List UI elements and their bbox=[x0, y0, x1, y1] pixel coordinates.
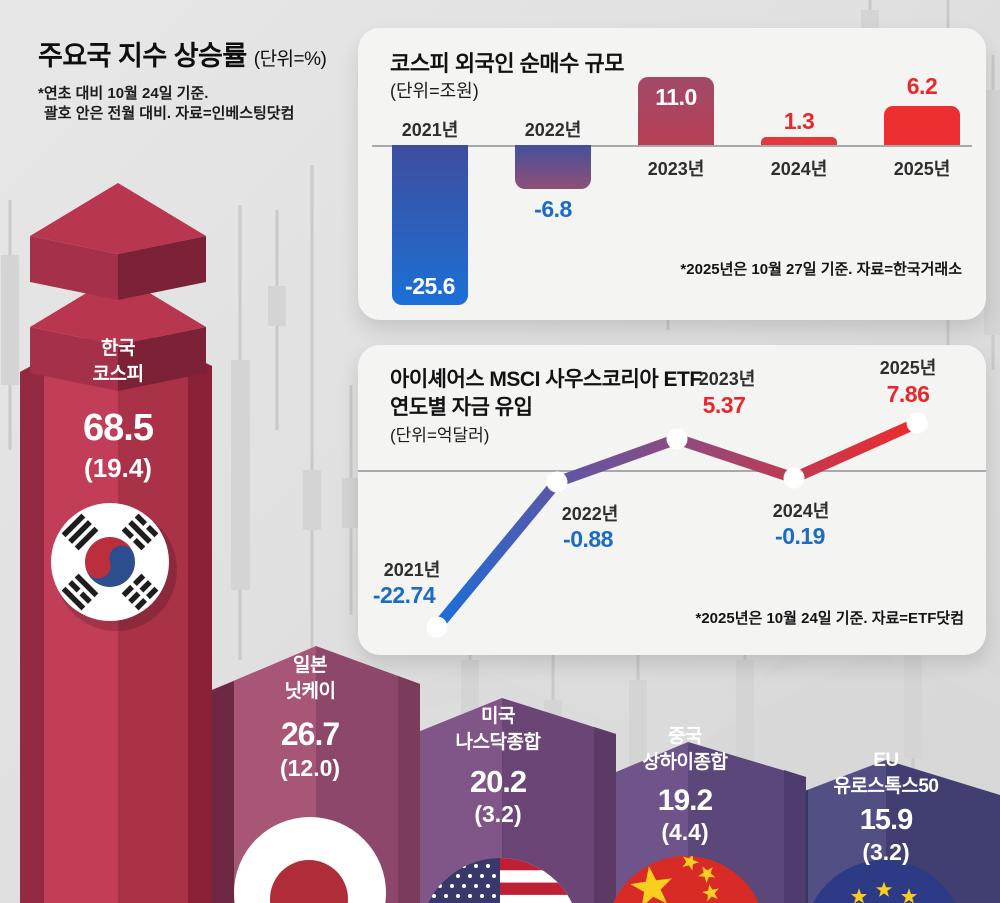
tower-korea-country: 한국 bbox=[101, 338, 135, 359]
tower-japan-index: 닛케이 bbox=[284, 681, 336, 702]
etf-panel-unit: (단위=억달러) bbox=[390, 426, 490, 445]
bar-year-2025: 2025년 bbox=[893, 159, 951, 179]
korea-flag-icon bbox=[51, 503, 177, 631]
tower-eu-mom: (3.2) bbox=[862, 838, 910, 865]
page-title: 주요국 지수 상승률 (단위=%) bbox=[38, 34, 327, 73]
bar-year-2021: 2021년 bbox=[401, 120, 459, 140]
tower-eu-value: 15.9 bbox=[859, 804, 913, 836]
bar-value-2021: -25.6 bbox=[405, 273, 455, 299]
header-note-line1: *연초 대비 10월 24일 기준. bbox=[38, 85, 209, 102]
tower-eu-index: 유로스톡스50 bbox=[833, 776, 939, 797]
tower-china-country: 중국 bbox=[668, 726, 702, 747]
bar-year-2022: 2022년 bbox=[524, 120, 582, 140]
kospi-panel-unit: (단위=조원) bbox=[390, 81, 479, 101]
etf-value-2023: 5.37 bbox=[702, 392, 746, 418]
tower-korea bbox=[20, 183, 212, 903]
etf-value-2022: -0.88 bbox=[563, 526, 613, 552]
eu-flag-icon bbox=[813, 860, 955, 903]
etf-value-2024: -0.19 bbox=[775, 523, 825, 549]
tower-label-us: 미국 나스닥종합 20.2 (3.2) bbox=[400, 704, 596, 830]
tower-label-eu: EU 유로스톡스50 15.9 (3.2) bbox=[788, 748, 984, 868]
tower-label-japan: 일본 닛케이 26.7 (12.0) bbox=[214, 653, 406, 784]
tower-us-value: 20.2 bbox=[469, 764, 527, 799]
etf-panel-title-line1: 아이셰어스 MSCI 사우스코리아 ETF bbox=[390, 368, 702, 391]
bar-2025 bbox=[884, 106, 960, 145]
tower-japan-country: 일본 bbox=[293, 655, 327, 676]
kospi-panel-title: 코스피 외국인 순매수 규모 bbox=[390, 51, 624, 76]
kospi-zero-axis bbox=[372, 145, 972, 147]
bar-2024 bbox=[761, 137, 837, 145]
etf-year-2021: 2021년 bbox=[383, 560, 441, 580]
bar-value-2022: -6.8 bbox=[534, 196, 572, 222]
page-title-text: 주요국 지수 상승률 bbox=[38, 41, 247, 71]
etf-zero-axis bbox=[358, 470, 986, 472]
tower-eu-country: EU bbox=[873, 750, 899, 771]
tower-korea-value: 68.5 bbox=[83, 407, 154, 449]
etf-panel-note: *2025년은 10월 24일 기준. 자료=ETF닷컴 bbox=[695, 610, 964, 627]
tower-label-china: 중국 상하이종합 19.2 (4.4) bbox=[590, 724, 780, 848]
etf-year-2025: 2025년 bbox=[879, 358, 937, 378]
page-title-unit: (단위=%) bbox=[253, 49, 327, 70]
tower-us-country: 미국 bbox=[481, 706, 515, 727]
etf-year-2022: 2022년 bbox=[561, 504, 619, 524]
bar-2021 bbox=[392, 145, 468, 305]
etf-year-2024: 2024년 bbox=[772, 501, 830, 521]
etf-line-chart bbox=[426, 412, 928, 638]
etf-year-2023: 2023년 bbox=[698, 369, 756, 389]
korea-chevron-band-1 bbox=[30, 183, 206, 300]
etf-line-dots bbox=[426, 412, 928, 638]
china-flag-icon bbox=[613, 856, 759, 903]
japan-flag-icon bbox=[234, 817, 386, 903]
etf-value-2025: 7.86 bbox=[886, 381, 930, 407]
bar-value-2023: 11.0 bbox=[655, 84, 697, 110]
tower-korea-mom: (19.4) bbox=[84, 452, 152, 483]
bar-year-2024: 2024년 bbox=[770, 159, 828, 179]
header-note-line2: 괄호 안은 전월 대비. 자료=인베스팅닷컴 bbox=[44, 105, 295, 122]
tower-us-mom: (3.2) bbox=[474, 801, 522, 828]
tower-china-index: 상하이종합 bbox=[642, 752, 728, 773]
bar-value-2024: 1.3 bbox=[783, 108, 815, 134]
kospi-foreign-netbuy-panel: 코스피 외국인 순매수 규모 (단위=조원) 2021년 2022년 2023년… bbox=[358, 28, 986, 320]
tower-china-mom: (4.4) bbox=[661, 819, 709, 845]
tower-label-korea: 한국 코스피 68.5 (19.4) bbox=[20, 336, 216, 486]
tower-us-index: 나스닥종합 bbox=[455, 732, 541, 753]
tower-japan-mom: (12.0) bbox=[279, 755, 341, 782]
etf-flow-panel: 아이셰어스 MSCI 사우스코리아 ETF 연도별 자금 유입 (단위=억달러)… bbox=[358, 345, 986, 655]
tower-japan-value: 26.7 bbox=[280, 716, 340, 752]
bar-2022 bbox=[515, 145, 591, 189]
kospi-panel-note: *2025년은 10월 27일 기준. 자료=한국거래소 bbox=[680, 261, 962, 278]
bar-year-2023: 2023년 bbox=[647, 159, 705, 179]
etf-panel-title-line2: 연도별 자금 유입 bbox=[390, 396, 533, 419]
tower-korea-index: 코스피 bbox=[92, 364, 144, 385]
bar-value-2025: 6.2 bbox=[906, 73, 938, 99]
bar-2023 bbox=[638, 77, 714, 145]
etf-value-2021: -22.74 bbox=[372, 582, 436, 608]
tower-china-value: 19.2 bbox=[657, 784, 713, 817]
korea-chevron-band-2 bbox=[30, 274, 206, 391]
